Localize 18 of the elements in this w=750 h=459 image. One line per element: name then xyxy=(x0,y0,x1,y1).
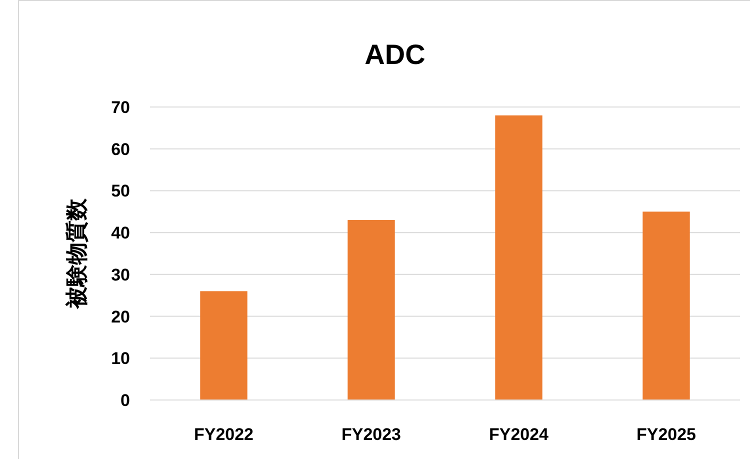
y-tick-label: 40 xyxy=(111,224,130,243)
x-tick-label: FY2022 xyxy=(194,425,254,444)
bar xyxy=(200,291,248,400)
x-tick-label: FY2024 xyxy=(488,425,550,444)
x-tick-label: FY2023 xyxy=(341,425,402,444)
y-tick-label: 20 xyxy=(111,307,130,326)
y-tick-label: 70 xyxy=(111,98,130,117)
bar xyxy=(348,220,395,400)
y-axis-title: 被験物質数 xyxy=(64,198,89,310)
y-tick-label: 0 xyxy=(120,391,130,410)
y-tick-label: 60 xyxy=(111,140,130,159)
x-tick-label: FY2025 xyxy=(636,425,696,444)
chart-title: ADC xyxy=(364,39,426,70)
y-tick-label: 10 xyxy=(111,349,130,368)
y-tick-label: 30 xyxy=(111,265,130,284)
bar xyxy=(495,115,542,400)
bar xyxy=(642,212,690,400)
y-tick-label: 50 xyxy=(111,182,130,201)
